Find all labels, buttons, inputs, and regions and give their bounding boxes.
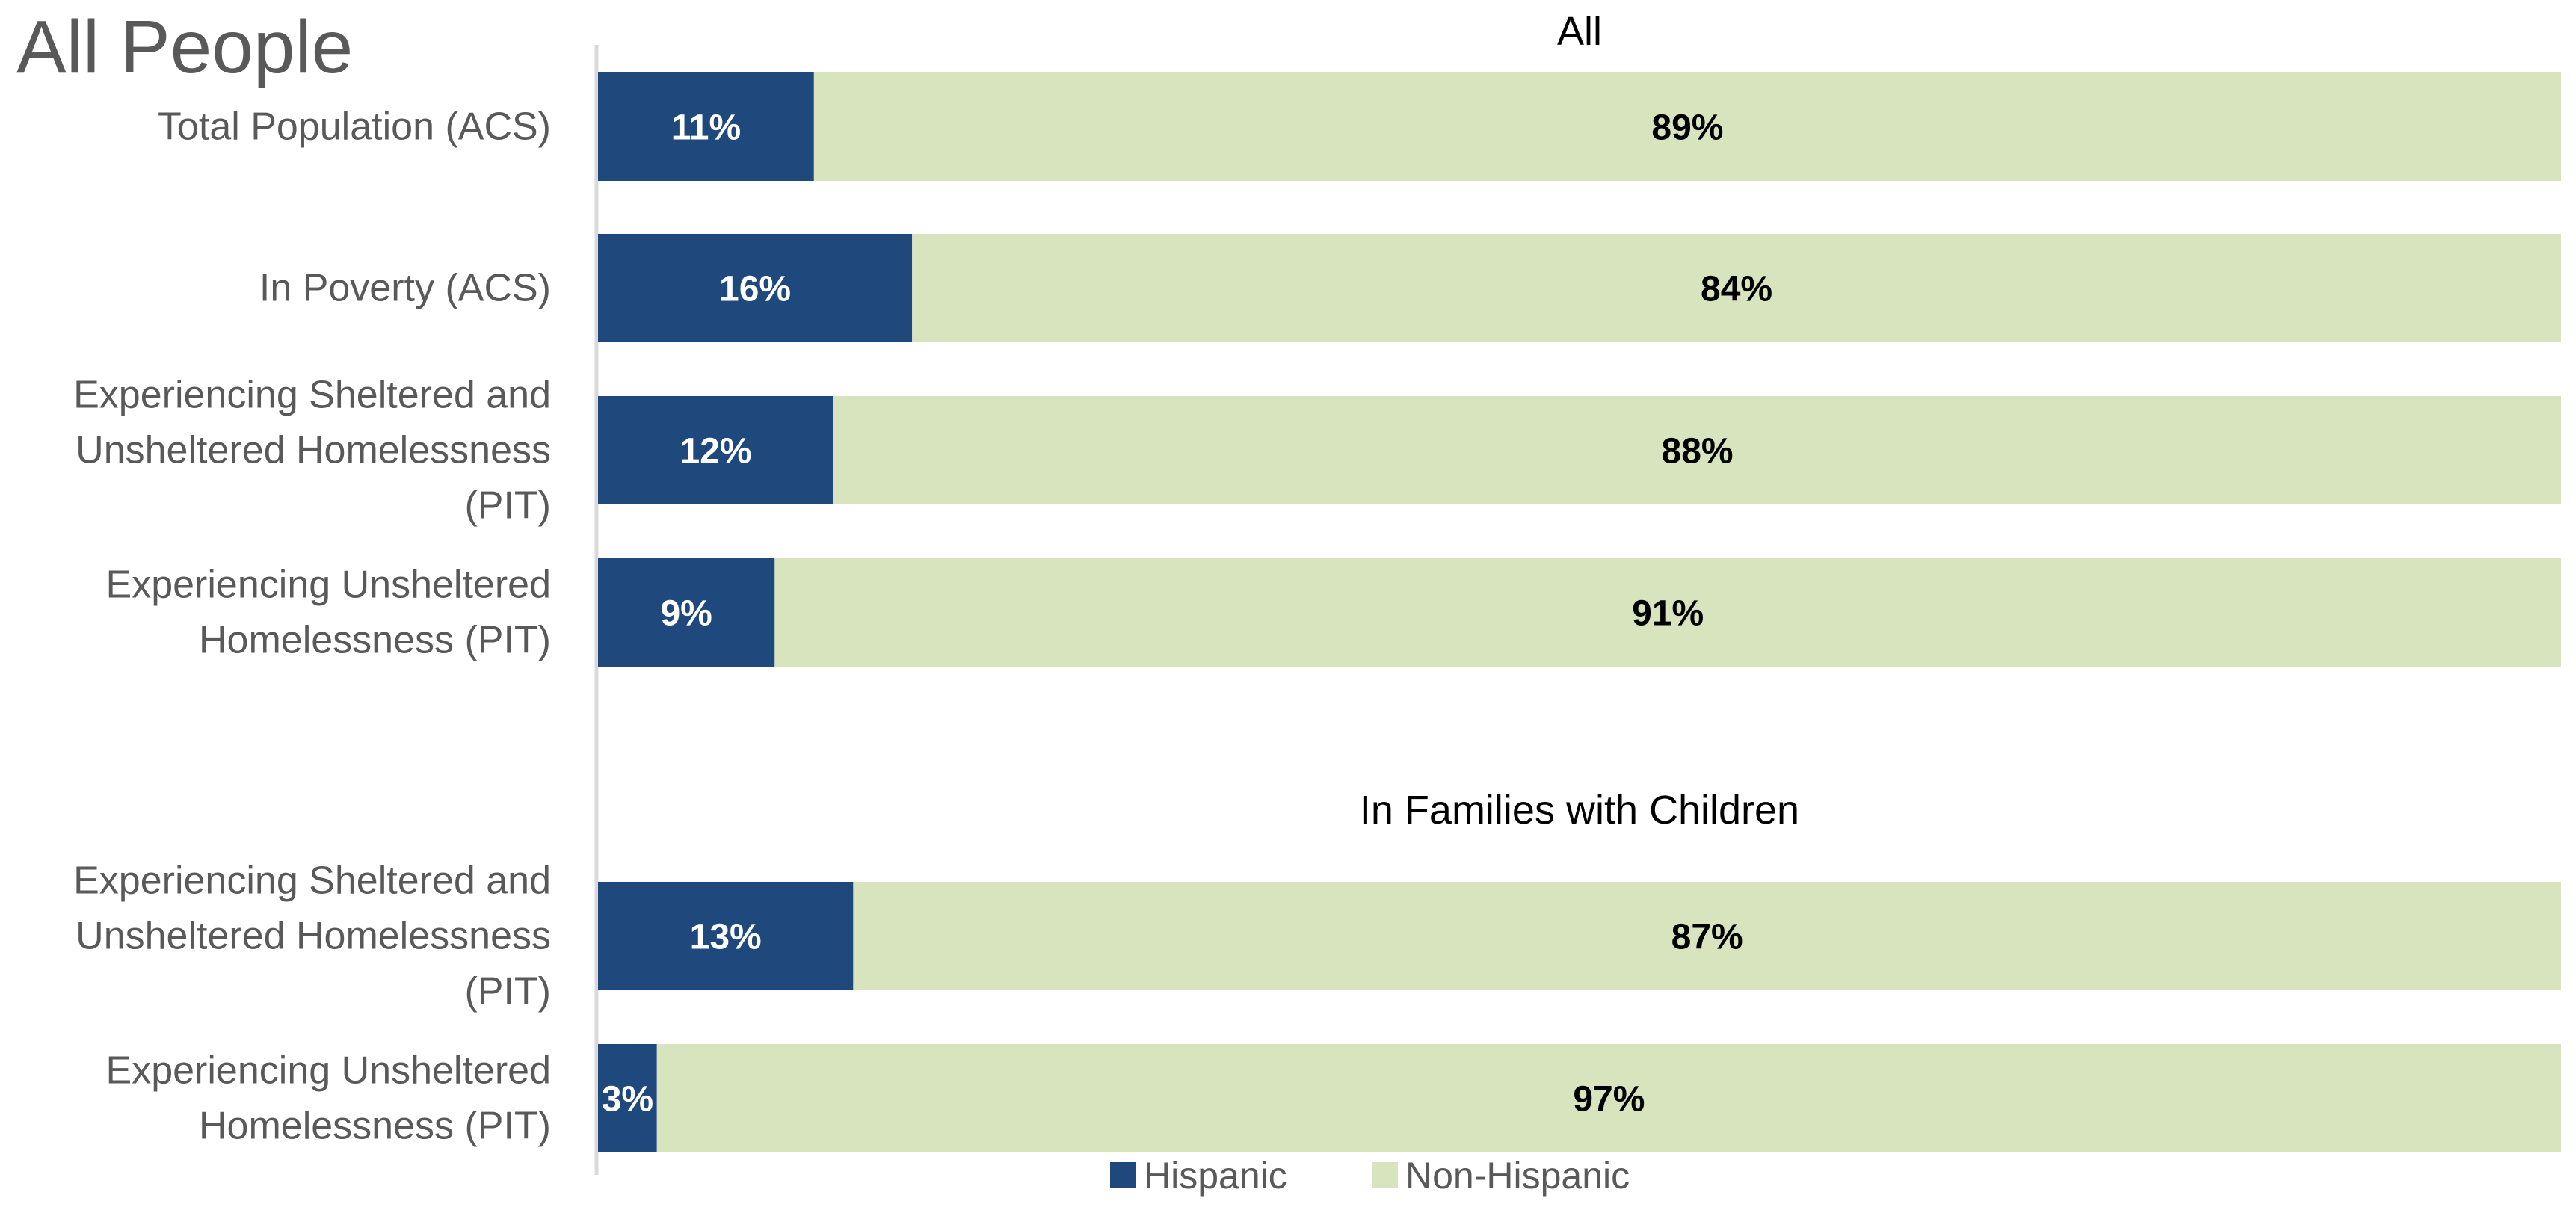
group-title: In Families with Children bbox=[1360, 788, 1799, 833]
data-label: 97% bbox=[1573, 1080, 1645, 1120]
legend-swatch bbox=[1110, 1162, 1136, 1188]
chart-title: All People bbox=[16, 5, 353, 89]
non-hispanic-bar-segment bbox=[833, 396, 2561, 504]
non-hispanic-bar-segment bbox=[853, 882, 2562, 990]
category-label: Experiencing Unsheltered bbox=[106, 564, 551, 607]
category-label: Homelessness (PIT) bbox=[199, 1105, 551, 1148]
legend-item: Non-Hispanic bbox=[1372, 1155, 1630, 1197]
legend-swatch bbox=[1372, 1162, 1398, 1188]
bar-group: In Families with Children Experiencing Sh… bbox=[73, 788, 2562, 1152]
data-label: 16% bbox=[719, 270, 791, 309]
data-label: 12% bbox=[680, 432, 752, 472]
category-label: Experiencing Sheltered and bbox=[73, 859, 551, 903]
non-hispanic-bar-segment bbox=[813, 72, 2562, 181]
non-hispanic-bar-segment bbox=[656, 1044, 2561, 1152]
data-label: 3% bbox=[602, 1080, 653, 1120]
data-label: 89% bbox=[1651, 108, 1723, 148]
category-label: Experiencing Sheltered and bbox=[73, 374, 551, 417]
data-label: 9% bbox=[660, 594, 712, 634]
legend-label: Non-Hispanic bbox=[1405, 1155, 1630, 1197]
data-label: 84% bbox=[1701, 270, 1772, 309]
legend-item: Hispanic bbox=[1110, 1155, 1287, 1197]
data-label: 13% bbox=[690, 918, 762, 957]
category-label: Unsheltered Homelessness bbox=[76, 915, 551, 958]
category-label: In Poverty (ACS) bbox=[259, 267, 551, 310]
legend-label: Hispanic bbox=[1144, 1155, 1287, 1197]
group-title: All bbox=[1557, 9, 1602, 54]
non-hispanic-bar-segment bbox=[774, 558, 2562, 667]
legend: Hispanic Non-Hispanic bbox=[1110, 1155, 1630, 1197]
bar-group: All Total Population (ACS) 11% 89% In Povert… bbox=[73, 9, 2562, 667]
hispanic-bar-segment bbox=[598, 72, 814, 181]
category-label: Unsheltered Homelessness bbox=[76, 429, 551, 472]
category-label: (PIT) bbox=[464, 970, 551, 1013]
non-hispanic-bar-segment bbox=[912, 234, 2561, 342]
category-label: Experiencing Unsheltered bbox=[106, 1049, 551, 1093]
bar-groups: All Total Population (ACS) 11% 89% In Povert… bbox=[73, 9, 2562, 1152]
hispanic-bar-segment bbox=[598, 882, 854, 990]
category-label: Homelessness (PIT) bbox=[199, 619, 551, 662]
data-label: 11% bbox=[671, 108, 741, 148]
hispanic-bar-segment bbox=[598, 396, 834, 504]
category-label: Total Population (ACS) bbox=[158, 105, 551, 149]
hispanic-bar-segment bbox=[598, 1044, 657, 1152]
category-label: (PIT) bbox=[464, 484, 551, 528]
data-label: 87% bbox=[1671, 918, 1743, 957]
data-label: 88% bbox=[1662, 432, 1734, 472]
hispanic-bar-segment bbox=[598, 558, 775, 667]
hispanic-bar-segment bbox=[598, 234, 913, 342]
data-label: 91% bbox=[1632, 594, 1704, 634]
